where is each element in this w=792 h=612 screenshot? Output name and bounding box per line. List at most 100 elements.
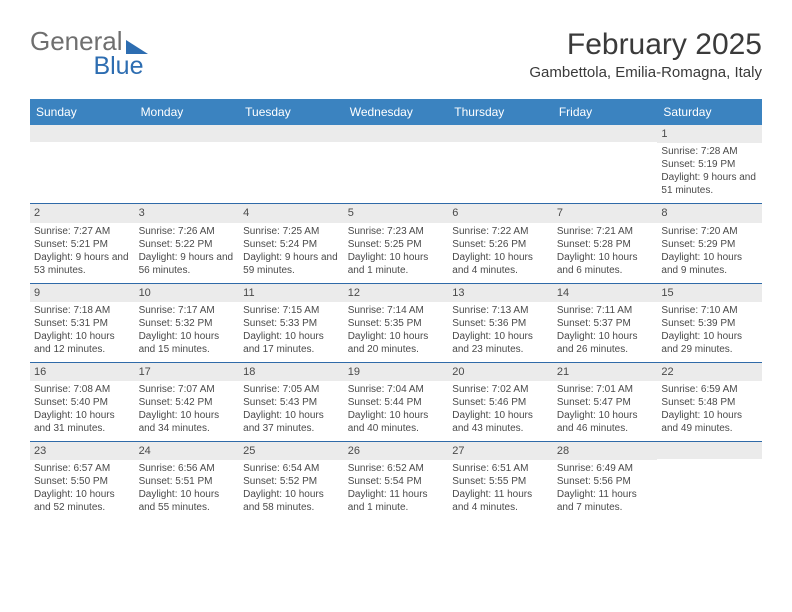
empty-cell: [553, 125, 658, 203]
sunrise-text: Sunrise: 7:20 AM: [661, 225, 758, 238]
sunset-text: Sunset: 5:55 PM: [452, 475, 549, 488]
day-number: 7: [553, 204, 658, 222]
daylight-text: Daylight: 10 hours and 6 minutes.: [557, 251, 654, 277]
day-number: [657, 442, 762, 459]
day-number: 18: [239, 363, 344, 381]
day-cell: 18Sunrise: 7:05 AMSunset: 5:43 PMDayligh…: [239, 363, 344, 441]
day-cell: 21Sunrise: 7:01 AMSunset: 5:47 PMDayligh…: [553, 363, 658, 441]
sunset-text: Sunset: 5:44 PM: [348, 396, 445, 409]
weekday-label: Friday: [553, 99, 658, 125]
sunrise-text: Sunrise: 6:52 AM: [348, 462, 445, 475]
daylight-text: Daylight: 10 hours and 20 minutes.: [348, 330, 445, 356]
day-cell: 23Sunrise: 6:57 AMSunset: 5:50 PMDayligh…: [30, 442, 135, 520]
sunset-text: Sunset: 5:42 PM: [139, 396, 236, 409]
sunrise-text: Sunrise: 6:51 AM: [452, 462, 549, 475]
daylight-text: Daylight: 11 hours and 7 minutes.: [557, 488, 654, 514]
day-number: 8: [657, 204, 762, 222]
daylight-text: Daylight: 10 hours and 40 minutes.: [348, 409, 445, 435]
sunset-text: Sunset: 5:28 PM: [557, 238, 654, 251]
sunrise-text: Sunrise: 6:56 AM: [139, 462, 236, 475]
logo-line2: Blue: [30, 54, 148, 79]
location: Gambettola, Emilia-Romagna, Italy: [529, 64, 762, 81]
day-cell: 22Sunrise: 6:59 AMSunset: 5:48 PMDayligh…: [657, 363, 762, 441]
daylight-text: Daylight: 10 hours and 43 minutes.: [452, 409, 549, 435]
daylight-text: Daylight: 10 hours and 26 minutes.: [557, 330, 654, 356]
page-header: General Blue February 2025 Gambettola, E…: [30, 28, 762, 81]
day-number: [30, 125, 135, 142]
title-block: February 2025 Gambettola, Emilia-Romagna…: [529, 28, 762, 81]
weekday-label: Thursday: [448, 99, 553, 125]
daylight-text: Daylight: 9 hours and 59 minutes.: [243, 251, 340, 277]
week-row: 23Sunrise: 6:57 AMSunset: 5:50 PMDayligh…: [30, 441, 762, 520]
daylight-text: Daylight: 10 hours and 49 minutes.: [661, 409, 758, 435]
sunset-text: Sunset: 5:39 PM: [661, 317, 758, 330]
day-cell: 5Sunrise: 7:23 AMSunset: 5:25 PMDaylight…: [344, 204, 449, 282]
daylight-text: Daylight: 10 hours and 4 minutes.: [452, 251, 549, 277]
day-number: 25: [239, 442, 344, 460]
day-number: 14: [553, 284, 658, 302]
sunrise-text: Sunrise: 7:27 AM: [34, 225, 131, 238]
day-cell: 26Sunrise: 6:52 AMSunset: 5:54 PMDayligh…: [344, 442, 449, 520]
day-cell: 19Sunrise: 7:04 AMSunset: 5:44 PMDayligh…: [344, 363, 449, 441]
weekday-label: Monday: [135, 99, 240, 125]
sunrise-text: Sunrise: 7:02 AM: [452, 383, 549, 396]
sunrise-text: Sunrise: 7:05 AM: [243, 383, 340, 396]
day-number: [448, 125, 553, 142]
sunrise-text: Sunrise: 7:28 AM: [661, 145, 758, 158]
sunset-text: Sunset: 5:19 PM: [661, 158, 758, 171]
empty-cell: [239, 125, 344, 203]
day-number: 6: [448, 204, 553, 222]
day-number: 9: [30, 284, 135, 302]
sunrise-text: Sunrise: 7:11 AM: [557, 304, 654, 317]
day-number: 15: [657, 284, 762, 302]
sunset-text: Sunset: 5:37 PM: [557, 317, 654, 330]
day-number: 10: [135, 284, 240, 302]
week-row: 9Sunrise: 7:18 AMSunset: 5:31 PMDaylight…: [30, 283, 762, 362]
day-cell: 7Sunrise: 7:21 AMSunset: 5:28 PMDaylight…: [553, 204, 658, 282]
daylight-text: Daylight: 10 hours and 34 minutes.: [139, 409, 236, 435]
day-number: 12: [344, 284, 449, 302]
empty-cell: [135, 125, 240, 203]
day-number: 3: [135, 204, 240, 222]
sunset-text: Sunset: 5:47 PM: [557, 396, 654, 409]
day-cell: 11Sunrise: 7:15 AMSunset: 5:33 PMDayligh…: [239, 284, 344, 362]
sunrise-text: Sunrise: 6:54 AM: [243, 462, 340, 475]
sunset-text: Sunset: 5:29 PM: [661, 238, 758, 251]
sunset-text: Sunset: 5:50 PM: [34, 475, 131, 488]
day-cell: 17Sunrise: 7:07 AMSunset: 5:42 PMDayligh…: [135, 363, 240, 441]
sunset-text: Sunset: 5:25 PM: [348, 238, 445, 251]
month-title: February 2025: [529, 28, 762, 62]
day-number: 27: [448, 442, 553, 460]
week-row: 16Sunrise: 7:08 AMSunset: 5:40 PMDayligh…: [30, 362, 762, 441]
sunrise-text: Sunrise: 7:01 AM: [557, 383, 654, 396]
daylight-text: Daylight: 10 hours and 1 minute.: [348, 251, 445, 277]
weekday-label: Sunday: [30, 99, 135, 125]
day-cell: 1Sunrise: 7:28 AMSunset: 5:19 PMDaylight…: [657, 125, 762, 203]
day-number: [239, 125, 344, 142]
day-cell: 20Sunrise: 7:02 AMSunset: 5:46 PMDayligh…: [448, 363, 553, 441]
weekday-label: Wednesday: [344, 99, 449, 125]
sunset-text: Sunset: 5:52 PM: [243, 475, 340, 488]
sunrise-text: Sunrise: 7:15 AM: [243, 304, 340, 317]
sunset-text: Sunset: 5:31 PM: [34, 317, 131, 330]
calendar-body: 1 Sunrise: 7:28 AMSunset: 5:19 PM Daylight…: [30, 125, 762, 520]
day-number: 28: [553, 442, 658, 460]
daylight-text: Daylight: 10 hours and 17 minutes.: [243, 330, 340, 356]
day-cell: 15Sunrise: 7:10 AMSunset: 5:39 PMDayligh…: [657, 284, 762, 362]
daylight-text: Daylight: 10 hours and 55 minutes.: [139, 488, 236, 514]
day-cell: 27Sunrise: 6:51 AMSunset: 5:55 PMDayligh…: [448, 442, 553, 520]
sunset-text: Sunset: 5:36 PM: [452, 317, 549, 330]
calendar-page: General Blue February 2025 Gambettola, E…: [0, 0, 792, 520]
day-number: 2: [30, 204, 135, 222]
sunset-text: Sunset: 5:21 PM: [34, 238, 131, 251]
day-number: 1: [657, 125, 762, 143]
weekday-label: Saturday: [657, 99, 762, 125]
sunrise-text: Sunrise: 6:57 AM: [34, 462, 131, 475]
sunset-text: Sunset: 5:22 PM: [139, 238, 236, 251]
daylight-text: Daylight: 10 hours and 15 minutes.: [139, 330, 236, 356]
daylight-text: Daylight: 9 hours and 53 minutes.: [34, 251, 131, 277]
weekday-label: Tuesday: [239, 99, 344, 125]
day-number: 11: [239, 284, 344, 302]
sunrise-text: Sunrise: 6:59 AM: [661, 383, 758, 396]
day-cell: 25Sunrise: 6:54 AMSunset: 5:52 PMDayligh…: [239, 442, 344, 520]
